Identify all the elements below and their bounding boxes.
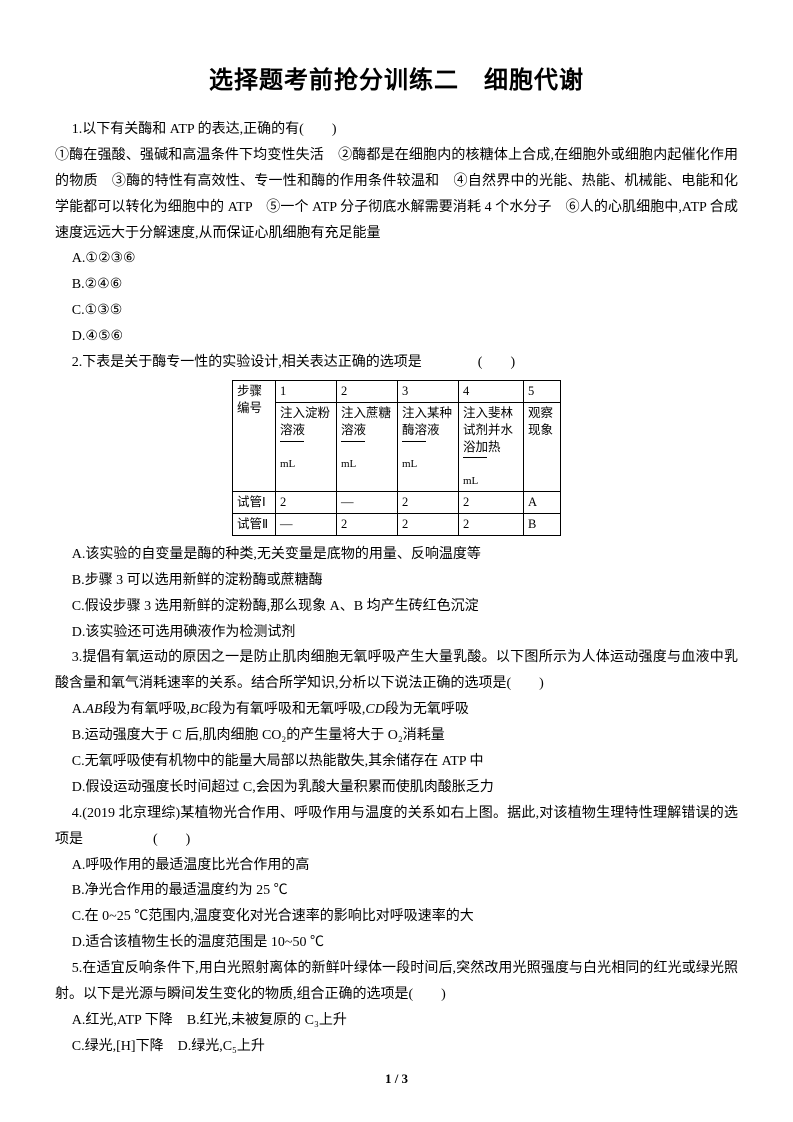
q1-body: ①酶在强酸、强碱和高温条件下均变性失活 ②酶都是在细胞内的核糖体上合成,在细胞外… xyxy=(55,143,738,247)
page-footer: 1 / 3 xyxy=(0,1071,793,1087)
r1c3: 2 xyxy=(398,492,459,514)
blank-line xyxy=(463,457,487,458)
th-step: 步骤编号 xyxy=(233,380,276,491)
q4-opt-c: C.在 0~25 ℃范围内,温度变化对光合速率的影响比对呼吸速率的大 xyxy=(55,904,738,930)
c3-text: 注入某种酶溶液 xyxy=(402,406,452,437)
c1-text: 注入淀粉溶液 xyxy=(280,406,330,437)
q4-opt-a: A.呼吸作用的最适温度比光合作用的高 xyxy=(55,853,738,879)
row2-label: 试管Ⅱ xyxy=(233,514,276,536)
blank-line xyxy=(341,441,365,442)
q3a-t1: 段为有氧呼吸, xyxy=(103,702,191,717)
q2-table: 步骤编号 1 2 3 4 5 注入淀粉溶液 mL 注入蔗糖溶液 xyxy=(232,380,561,536)
page: 选择题考前抢分训练二 细胞代谢 1.以下有关酶和 ATP 的表达,正确的有( )… xyxy=(0,0,793,1122)
q5-opt-a: A.红光,ATP 下降 xyxy=(72,1013,173,1028)
col3-desc: 注入某种酶溶液 mL xyxy=(398,402,459,491)
r2c3: 2 xyxy=(398,514,459,536)
r2c2: 2 xyxy=(337,514,398,536)
row1-label: 试管Ⅰ xyxy=(233,492,276,514)
q1-opt-b: B.②④⑥ xyxy=(55,272,738,298)
content-body: 1.以下有关酶和 ATP 的表达,正确的有( ) ①酶在强酸、强碱和高温条件下均… xyxy=(55,117,738,1060)
blank-line xyxy=(402,441,426,442)
q3a-pre: A. xyxy=(72,702,86,717)
r1c4: 2 xyxy=(459,492,524,514)
q4-opt-d: D.适合该植物生长的温度范围是 10~50 ℃ xyxy=(55,930,738,956)
table-row: 试管Ⅱ — 2 2 2 B xyxy=(233,514,561,536)
q5-opt-d: D.绿光,C₅上升 xyxy=(178,1039,265,1054)
q3-opt-c: C.无氧呼吸使有机物中的能量大局部以热能散失,其余储存在 ATP 中 xyxy=(55,749,738,775)
q4-stem: 4.(2019 北京理综)某植物光合作用、呼吸作用与温度的关系如右上图。据此,对… xyxy=(55,801,738,853)
q5-stem: 5.在适宜反响条件下,用白光照射离体的新鲜叶绿体一段时间后,突然改用光照强度与白… xyxy=(55,956,738,1008)
c2-unit: mL xyxy=(341,458,356,470)
r1c1: 2 xyxy=(276,492,337,514)
q2-opt-d: D.该实验还可选用碘液作为检测试剂 xyxy=(55,620,738,646)
col4-desc: 注入斐林试剂并水浴加热 mL xyxy=(459,402,524,491)
col1-desc: 注入淀粉溶液 mL xyxy=(276,402,337,491)
q2-opt-a: A.该实验的自变量是酶的种类,无关变量是底物的用量、反响温度等 xyxy=(55,542,738,568)
q1-opt-c: C.①③⑤ xyxy=(55,298,738,324)
th-3: 3 xyxy=(398,380,459,402)
q1-opt-a: A.①②③⑥ xyxy=(55,246,738,272)
page-title: 选择题考前抢分训练二 细胞代谢 xyxy=(55,60,738,95)
q2-table-wrap: 步骤编号 1 2 3 4 5 注入淀粉溶液 mL 注入蔗糖溶液 xyxy=(55,380,738,536)
c2-text: 注入蔗糖溶液 xyxy=(341,406,391,437)
q3-opt-a: A.AB段为有氧呼吸,BC段为有氧呼吸和无氧呼吸,CD段为无氧呼吸 xyxy=(55,697,738,723)
q2-opt-b: B.步骤 3 可以选用新鲜的淀粉酶或蔗糖酶 xyxy=(55,568,738,594)
q5-opt-b: B.红光,未被复原的 C₃上升 xyxy=(187,1013,347,1028)
r2c4: 2 xyxy=(459,514,524,536)
q5-opts-ab: A.红光,ATP 下降 B.红光,未被复原的 C₃上升 xyxy=(55,1008,738,1034)
q3a-bc: BC xyxy=(190,702,208,717)
c4-text: 注入斐林试剂并水浴加热 xyxy=(463,406,513,454)
q3a-cd: CD xyxy=(365,702,384,717)
q5-opts-cd: C.绿光,[H]下降 D.绿光,C₅上升 xyxy=(55,1034,738,1060)
q3-stem: 3.提倡有氧运动的原因之一是防止肌肉细胞无氧呼吸产生大量乳酸。以下图所示为人体运… xyxy=(55,645,738,697)
c4-unit: mL xyxy=(463,475,478,487)
table-row: 注入淀粉溶液 mL 注入蔗糖溶液 mL 注入某种酶溶液 mL xyxy=(233,402,561,491)
blank-line xyxy=(280,441,304,442)
table-row: 步骤编号 1 2 3 4 5 xyxy=(233,380,561,402)
r1c5: A xyxy=(524,492,561,514)
q1-opt-d: D.④⑤⑥ xyxy=(55,324,738,350)
th-1: 1 xyxy=(276,380,337,402)
q3a-t2: 段为有氧呼吸和无氧呼吸, xyxy=(208,702,366,717)
th-4: 4 xyxy=(459,380,524,402)
c3-unit: mL xyxy=(402,458,417,470)
c1-unit: mL xyxy=(280,458,295,470)
r1c2: — xyxy=(337,492,398,514)
q4-opt-b: B.净光合作用的最适温度约为 25 ℃ xyxy=(55,878,738,904)
col2-desc: 注入蔗糖溶液 mL xyxy=(337,402,398,491)
col5-desc: 观察现象 xyxy=(524,402,561,491)
q2-opt-c: C.假设步骤 3 选用新鲜的淀粉酶,那么现象 A、B 均产生砖红色沉淀 xyxy=(55,594,738,620)
r2c5: B xyxy=(524,514,561,536)
th-2: 2 xyxy=(337,380,398,402)
q3a-ab: AB xyxy=(85,702,102,717)
q3-opt-d: D.假设运动强度长时间超过 C,会因为乳酸大量积累而使肌肉酸胀乏力 xyxy=(55,775,738,801)
q3-opt-b: B.运动强度大于 C 后,肌肉细胞 CO₂的产生量将大于 O₂消耗量 xyxy=(55,723,738,749)
r2c1: — xyxy=(276,514,337,536)
q1-stem: 1.以下有关酶和 ATP 的表达,正确的有( ) xyxy=(55,117,738,143)
q2-stem: 2.下表是关于酶专一性的实验设计,相关表达正确的选项是 ( ) xyxy=(55,350,738,376)
table-row: 试管Ⅰ 2 — 2 2 A xyxy=(233,492,561,514)
q5-opt-c: C.绿光,[H]下降 xyxy=(72,1039,164,1054)
th-5: 5 xyxy=(524,380,561,402)
q3a-t3: 段为无氧呼吸 xyxy=(385,702,469,717)
